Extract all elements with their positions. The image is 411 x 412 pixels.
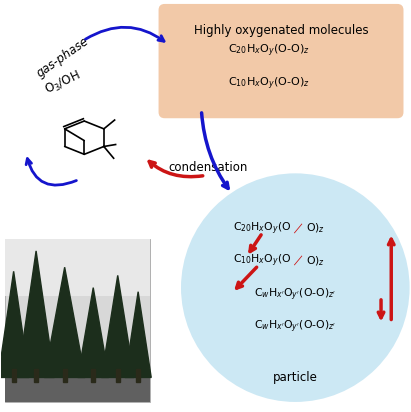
Bar (5, 239, 150, 296)
Text: condensation: condensation (169, 161, 248, 174)
Text: $\!\!\not\!\!$: $\!\!\not\!\!$ (293, 222, 308, 235)
Polygon shape (91, 369, 95, 382)
Text: $\!\!\not\!\!$: $\!\!\not\!\!$ (293, 254, 308, 268)
Bar (5, 239, 150, 402)
Text: C$_{10}$H$_x$O$_y$(O-O)$_z$: C$_{10}$H$_x$O$_y$(O-O)$_z$ (228, 75, 309, 92)
Polygon shape (78, 288, 109, 377)
FancyBboxPatch shape (159, 4, 404, 118)
Polygon shape (136, 369, 140, 382)
Polygon shape (18, 251, 55, 377)
Polygon shape (34, 369, 38, 382)
Polygon shape (102, 275, 134, 377)
Polygon shape (12, 369, 16, 382)
Text: O$_3$/OH: O$_3$/OH (42, 69, 83, 98)
Circle shape (181, 173, 410, 402)
Text: C$_{20}$H$_x$O$_y$(O-O)$_z$: C$_{20}$H$_x$O$_y$(O-O)$_z$ (228, 43, 309, 59)
Polygon shape (44, 267, 85, 377)
Text: O)$_z$: O)$_z$ (305, 222, 325, 235)
Text: particle: particle (273, 370, 318, 384)
Polygon shape (0, 272, 29, 377)
Text: Highly oxygenated molecules: Highly oxygenated molecules (194, 24, 368, 37)
Polygon shape (115, 369, 120, 382)
Bar (5, 377, 150, 402)
Text: C$_w$H$_{x'}$O$_{y'}$(O-O)$_{z'}$: C$_w$H$_{x'}$O$_{y'}$(O-O)$_{z'}$ (254, 287, 336, 303)
Polygon shape (125, 292, 151, 377)
Text: O)$_z$: O)$_z$ (305, 254, 325, 268)
Polygon shape (62, 369, 67, 382)
Text: C$_{20}$H$_x$O$_y$(O: C$_{20}$H$_x$O$_y$(O (233, 220, 291, 236)
Text: gas-phase: gas-phase (34, 34, 91, 80)
Text: C$_w$H$_{x'}$O$_{y'}$(O-O)$_{z'}$: C$_w$H$_{x'}$O$_{y'}$(O-O)$_{z'}$ (254, 318, 336, 335)
Text: C$_{10}$H$_x$O$_y$(O: C$_{10}$H$_x$O$_y$(O (233, 253, 291, 269)
